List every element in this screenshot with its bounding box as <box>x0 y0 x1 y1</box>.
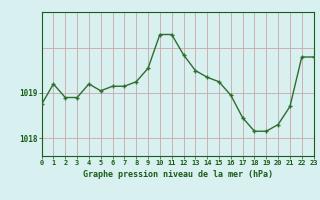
X-axis label: Graphe pression niveau de la mer (hPa): Graphe pression niveau de la mer (hPa) <box>83 170 273 179</box>
